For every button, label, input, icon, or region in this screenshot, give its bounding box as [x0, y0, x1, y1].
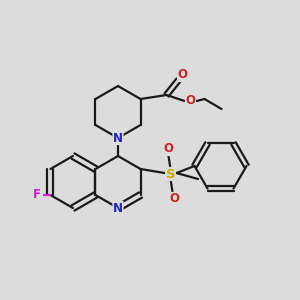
Text: N: N — [113, 131, 123, 145]
Text: O: O — [185, 94, 196, 107]
Text: O: O — [178, 68, 188, 82]
Text: N: N — [113, 202, 123, 214]
Text: S: S — [166, 167, 175, 181]
Text: O: O — [169, 193, 179, 206]
Text: F: F — [32, 188, 40, 202]
Text: O: O — [164, 142, 173, 155]
